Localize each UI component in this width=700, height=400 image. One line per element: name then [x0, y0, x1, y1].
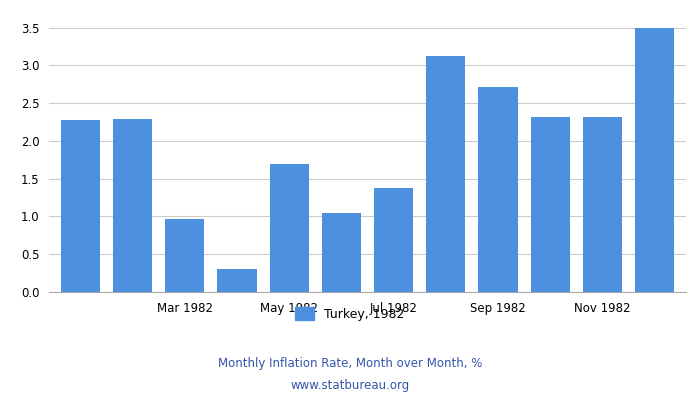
Bar: [270, 164, 309, 292]
Bar: [426, 56, 466, 292]
Bar: [61, 120, 100, 292]
Bar: [322, 214, 361, 292]
Text: www.statbureau.org: www.statbureau.org: [290, 379, 410, 392]
Bar: [218, 268, 256, 292]
Bar: [374, 188, 413, 292]
Bar: [113, 119, 152, 292]
Bar: [479, 87, 517, 292]
Bar: [165, 220, 204, 292]
Text: Monthly Inflation Rate, Month over Month, %: Monthly Inflation Rate, Month over Month…: [218, 357, 482, 370]
Bar: [531, 118, 570, 292]
Legend: Turkey, 1982: Turkey, 1982: [290, 302, 410, 326]
Bar: [635, 28, 674, 292]
Bar: [583, 118, 622, 292]
